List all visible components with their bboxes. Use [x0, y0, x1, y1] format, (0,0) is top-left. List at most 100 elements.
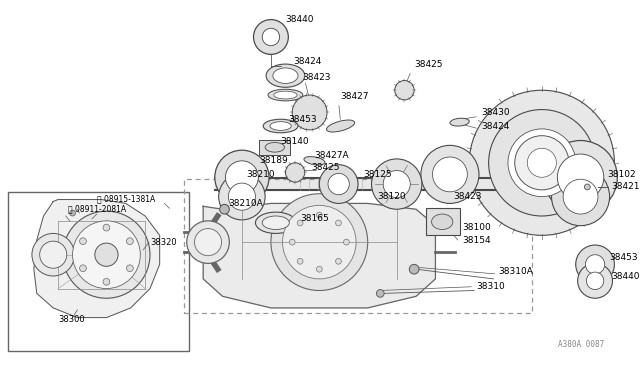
- Text: 38421: 38421: [611, 183, 640, 192]
- Circle shape: [219, 173, 265, 220]
- Circle shape: [527, 148, 556, 177]
- Circle shape: [372, 159, 422, 209]
- Text: 38154: 38154: [463, 236, 491, 245]
- Circle shape: [79, 238, 86, 244]
- Circle shape: [488, 110, 595, 216]
- Circle shape: [578, 263, 612, 298]
- Text: 38102: 38102: [607, 170, 636, 179]
- Text: 38300: 38300: [58, 315, 84, 324]
- Circle shape: [40, 241, 67, 268]
- Circle shape: [586, 272, 604, 289]
- Circle shape: [508, 129, 576, 197]
- Text: ⓝ 08911-2081A: ⓝ 08911-2081A: [68, 204, 126, 213]
- Ellipse shape: [450, 118, 469, 126]
- Text: 38210A: 38210A: [228, 199, 263, 208]
- Text: 38125: 38125: [363, 170, 392, 179]
- Bar: [184, 179, 532, 313]
- Text: 38453: 38453: [289, 115, 317, 124]
- Text: 38165: 38165: [300, 214, 329, 224]
- Circle shape: [32, 233, 74, 276]
- Circle shape: [328, 173, 349, 195]
- Text: 38427: 38427: [340, 93, 369, 102]
- Text: 38189: 38189: [259, 156, 288, 165]
- Ellipse shape: [274, 91, 297, 99]
- Text: 38440: 38440: [611, 272, 640, 282]
- Text: 38210: 38210: [247, 170, 275, 179]
- Text: 38424: 38424: [293, 57, 321, 66]
- Circle shape: [586, 255, 605, 274]
- Text: 38430: 38430: [481, 108, 509, 117]
- Circle shape: [335, 259, 341, 264]
- Circle shape: [557, 154, 604, 201]
- Circle shape: [253, 20, 289, 54]
- Text: 38320: 38320: [150, 238, 177, 247]
- Circle shape: [552, 168, 609, 226]
- Circle shape: [433, 157, 467, 192]
- Circle shape: [544, 141, 618, 214]
- Ellipse shape: [263, 119, 298, 133]
- Circle shape: [282, 205, 356, 279]
- Circle shape: [289, 239, 295, 245]
- Circle shape: [127, 265, 133, 272]
- Circle shape: [285, 163, 305, 182]
- Text: 38453: 38453: [609, 253, 638, 262]
- Circle shape: [335, 220, 341, 226]
- Circle shape: [220, 204, 229, 214]
- Text: 38100: 38100: [463, 223, 492, 232]
- Circle shape: [344, 239, 349, 245]
- Circle shape: [319, 165, 358, 203]
- Circle shape: [421, 145, 479, 203]
- Text: A380A 0087: A380A 0087: [559, 340, 605, 349]
- Bar: [259, 140, 291, 155]
- Circle shape: [72, 221, 140, 289]
- Circle shape: [383, 170, 410, 198]
- Ellipse shape: [255, 212, 296, 233]
- Circle shape: [576, 245, 614, 284]
- Text: 38425: 38425: [414, 60, 443, 68]
- Circle shape: [215, 150, 269, 204]
- Text: 38120: 38120: [378, 192, 406, 201]
- Text: ⓜ 08915-1381A: ⓜ 08915-1381A: [97, 195, 155, 203]
- Ellipse shape: [262, 216, 289, 230]
- Circle shape: [469, 90, 614, 235]
- Circle shape: [292, 95, 327, 130]
- Circle shape: [262, 28, 280, 46]
- Circle shape: [515, 136, 569, 190]
- Ellipse shape: [326, 120, 355, 132]
- Circle shape: [271, 194, 368, 291]
- Text: 38140: 38140: [280, 137, 309, 146]
- Text: 38427A: 38427A: [314, 151, 349, 160]
- Polygon shape: [203, 203, 435, 308]
- Circle shape: [297, 259, 303, 264]
- Text: 38423: 38423: [453, 192, 481, 201]
- Ellipse shape: [265, 142, 284, 152]
- Ellipse shape: [266, 64, 305, 87]
- Circle shape: [225, 161, 259, 194]
- Polygon shape: [34, 199, 159, 318]
- Text: 38310: 38310: [476, 282, 505, 291]
- Circle shape: [195, 228, 221, 256]
- Circle shape: [228, 183, 255, 210]
- Ellipse shape: [431, 214, 453, 230]
- Ellipse shape: [304, 157, 325, 165]
- Circle shape: [79, 265, 86, 272]
- Circle shape: [376, 289, 384, 297]
- Circle shape: [103, 224, 110, 231]
- Circle shape: [563, 179, 598, 214]
- Circle shape: [187, 221, 229, 263]
- Ellipse shape: [268, 89, 303, 101]
- Bar: [426, 208, 460, 235]
- Ellipse shape: [273, 68, 298, 83]
- Circle shape: [584, 184, 590, 190]
- Text: 38424: 38424: [481, 122, 509, 131]
- Circle shape: [103, 278, 110, 285]
- Circle shape: [410, 264, 419, 274]
- Circle shape: [63, 211, 150, 298]
- Circle shape: [316, 266, 322, 272]
- Text: 38440: 38440: [285, 15, 314, 24]
- Text: 38310A: 38310A: [499, 267, 533, 276]
- Circle shape: [316, 212, 322, 218]
- Circle shape: [95, 243, 118, 266]
- Ellipse shape: [590, 183, 600, 191]
- Circle shape: [297, 220, 303, 226]
